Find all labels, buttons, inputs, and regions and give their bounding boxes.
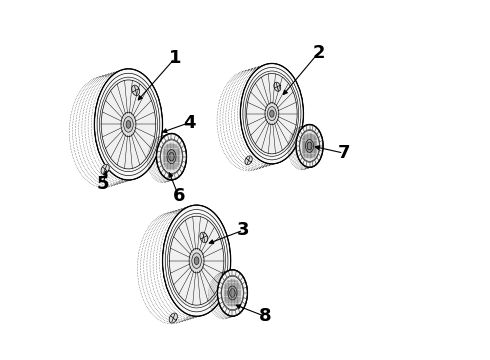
Text: 6: 6	[172, 187, 185, 205]
Ellipse shape	[189, 248, 204, 273]
Ellipse shape	[194, 257, 199, 265]
Ellipse shape	[156, 134, 187, 180]
Text: 2: 2	[312, 44, 325, 62]
Text: 1: 1	[169, 49, 181, 67]
Ellipse shape	[192, 253, 201, 269]
Ellipse shape	[228, 286, 237, 300]
Ellipse shape	[230, 289, 235, 297]
Ellipse shape	[305, 139, 314, 152]
Text: 5: 5	[97, 175, 110, 193]
Polygon shape	[169, 313, 177, 323]
Ellipse shape	[221, 276, 244, 310]
Ellipse shape	[121, 112, 136, 137]
Ellipse shape	[167, 150, 176, 164]
Text: 8: 8	[258, 307, 271, 325]
Ellipse shape	[240, 63, 303, 164]
Polygon shape	[132, 85, 140, 95]
Polygon shape	[101, 164, 109, 174]
Ellipse shape	[296, 125, 323, 167]
Text: 3: 3	[237, 221, 249, 239]
Ellipse shape	[168, 213, 225, 308]
Ellipse shape	[300, 130, 319, 161]
Ellipse shape	[126, 121, 131, 128]
Ellipse shape	[270, 110, 274, 117]
Ellipse shape	[95, 69, 163, 180]
Ellipse shape	[268, 107, 276, 121]
Ellipse shape	[161, 140, 182, 174]
Polygon shape	[274, 82, 281, 91]
Ellipse shape	[163, 205, 231, 316]
Ellipse shape	[123, 117, 133, 132]
Ellipse shape	[169, 153, 174, 161]
Ellipse shape	[307, 142, 312, 150]
Polygon shape	[245, 156, 252, 165]
Ellipse shape	[265, 103, 279, 125]
Text: 7: 7	[338, 144, 350, 162]
Ellipse shape	[218, 270, 247, 316]
Ellipse shape	[245, 71, 299, 156]
Polygon shape	[200, 232, 208, 243]
Text: 4: 4	[183, 114, 196, 132]
Ellipse shape	[99, 77, 157, 172]
